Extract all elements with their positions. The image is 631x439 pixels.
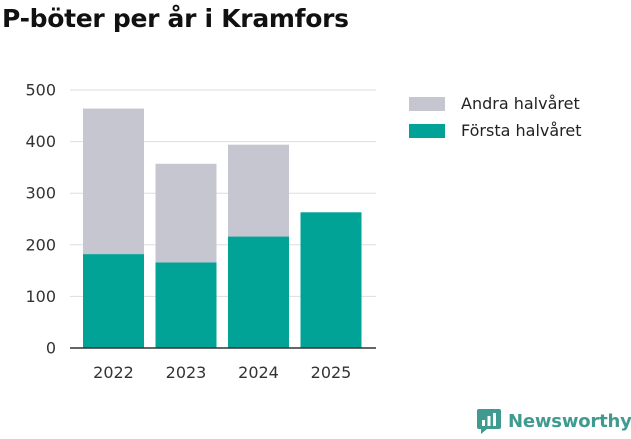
legend-swatch-andra bbox=[409, 96, 445, 111]
y-tick-label: 500 bbox=[25, 81, 56, 100]
legend-swatch-forsta bbox=[409, 123, 445, 138]
y-tick-label: 200 bbox=[25, 235, 56, 254]
brand-name: Newsworthy bbox=[508, 410, 631, 432]
bar-2022-andra bbox=[83, 108, 144, 255]
y-tick-label: 300 bbox=[25, 184, 56, 203]
x-tick-label: 2023 bbox=[166, 363, 207, 382]
bar-2024-andra bbox=[228, 144, 289, 237]
bar-2023-forsta bbox=[155, 262, 217, 348]
x-tick-label: 2025 bbox=[311, 363, 352, 382]
y-tick-label: 400 bbox=[25, 132, 56, 151]
bars bbox=[83, 108, 362, 348]
legend-label-andra: Andra halvåret bbox=[461, 94, 580, 113]
newsworthy-logo: Newsworthy bbox=[476, 407, 631, 435]
bar-2024-forsta bbox=[228, 236, 289, 348]
y-tick-label: 100 bbox=[25, 287, 56, 306]
legend-label-forsta: Första halvåret bbox=[461, 121, 582, 140]
y-tick-labels: 0 100 200 300 400 500 bbox=[25, 81, 56, 358]
legend-item-andra: Andra halvåret bbox=[409, 90, 582, 117]
x-tick-label: 2022 bbox=[93, 363, 134, 382]
bar-2023-andra bbox=[155, 163, 217, 263]
chart-title: P-böter per år i Kramfors bbox=[2, 4, 349, 33]
legend: Andra halvåret Första halvåret bbox=[409, 90, 582, 144]
x-tick-label: 2024 bbox=[238, 363, 279, 382]
x-tick-labels: 2022 2023 2024 2025 bbox=[93, 363, 351, 382]
bar-2025-forsta bbox=[300, 212, 362, 348]
legend-item-forsta: Första halvåret bbox=[409, 117, 582, 144]
y-tick-label: 0 bbox=[46, 339, 56, 358]
newsworthy-logo-icon bbox=[477, 409, 501, 434]
bar-2022-forsta bbox=[83, 254, 144, 348]
